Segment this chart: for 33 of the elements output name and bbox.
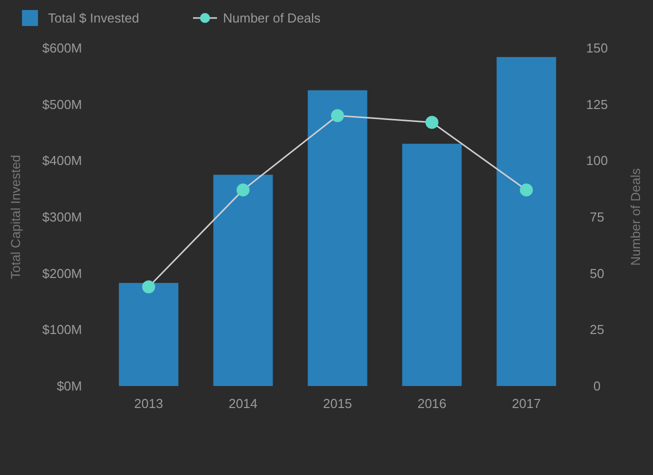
y-tick-label: $0M bbox=[56, 378, 82, 394]
bar bbox=[496, 57, 556, 386]
bar bbox=[308, 90, 368, 386]
y-tick-label: $500M bbox=[42, 96, 82, 112]
y-tick-label: $300M bbox=[42, 210, 82, 225]
y2-tick-label: 0 bbox=[593, 378, 601, 394]
y2-tick-label: 25 bbox=[590, 322, 604, 338]
x-tick-label: 2014 bbox=[228, 396, 258, 411]
x-tick-label: 2015 bbox=[323, 396, 352, 411]
y2-axis-title: Number of Deals bbox=[628, 168, 643, 266]
bar bbox=[118, 282, 178, 386]
y-axis-title: Total Capital Invested bbox=[8, 154, 23, 280]
y-tick-label: $200M bbox=[42, 266, 82, 281]
y-tick-label: $600M bbox=[42, 40, 82, 56]
x-tick-label: 2016 bbox=[417, 396, 446, 411]
bar bbox=[213, 174, 273, 386]
y2-tick-label: 150 bbox=[586, 40, 608, 56]
x-tick-label: 2013 bbox=[134, 396, 164, 411]
x-tick-label: 2017 bbox=[512, 396, 541, 411]
legend-label: Number of Deals bbox=[223, 10, 322, 26]
point bbox=[142, 280, 156, 294]
legend-label: Total $ Invested bbox=[48, 10, 140, 26]
point bbox=[236, 183, 250, 196]
y-tick-label: $100M bbox=[42, 322, 82, 338]
y-tick-label: $400M bbox=[42, 153, 82, 168]
point bbox=[520, 183, 533, 196]
y2-tick-label: 75 bbox=[590, 210, 604, 225]
point bbox=[331, 109, 344, 122]
y2-tick-label: 125 bbox=[586, 96, 608, 112]
bar bbox=[402, 144, 462, 386]
y2-tick-label: 50 bbox=[590, 266, 604, 281]
y2-tick-label: 100 bbox=[586, 153, 608, 168]
point bbox=[425, 116, 438, 129]
